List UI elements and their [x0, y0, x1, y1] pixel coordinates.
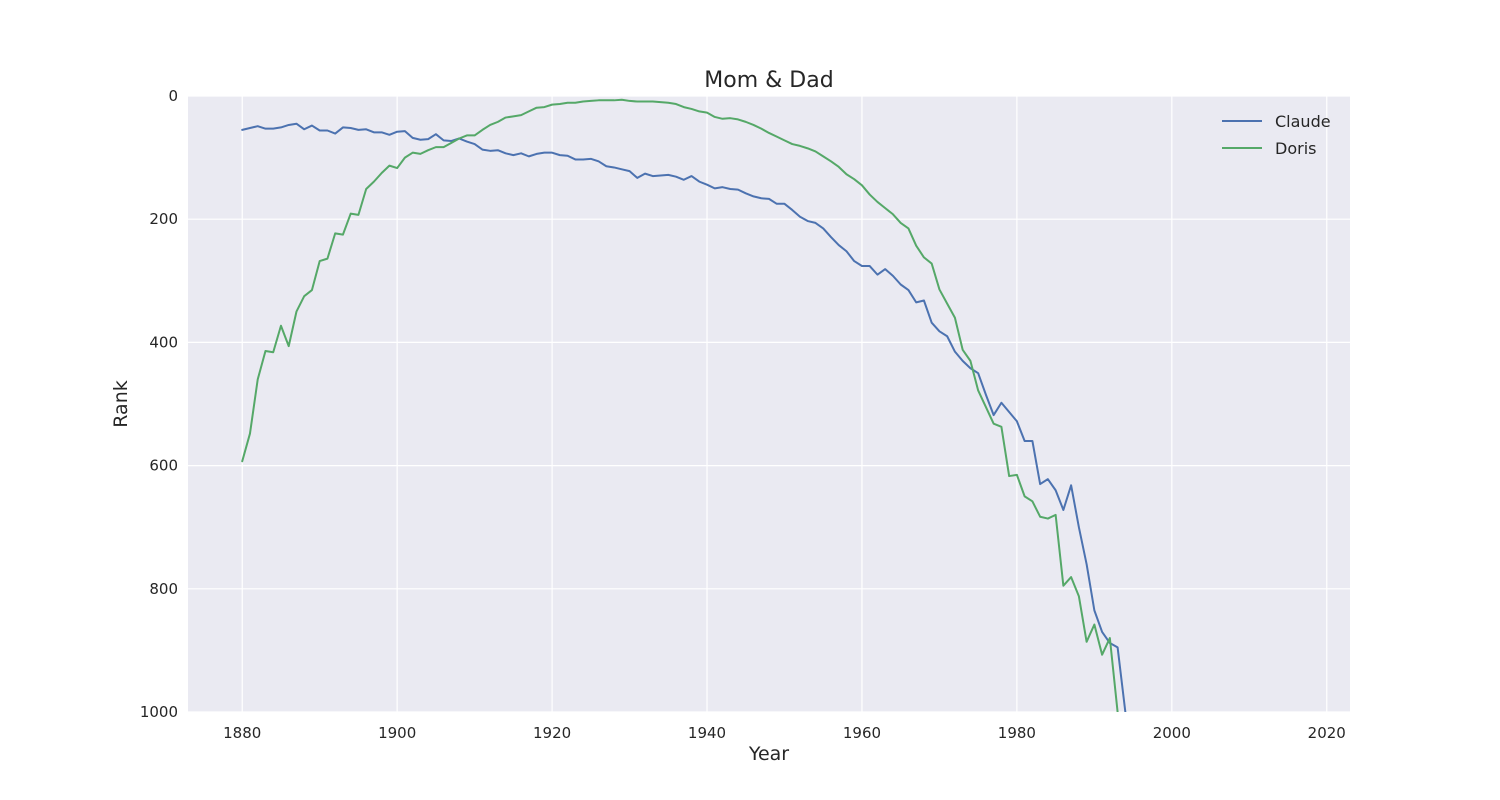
series-line-doris	[241, 98, 1119, 712]
series-line-claude	[241, 122, 1127, 712]
y-tick-label: 200	[149, 210, 178, 228]
plot-background	[188, 96, 1350, 712]
y-tick-label: 400	[149, 333, 178, 351]
x-tick-label: 2020	[1308, 724, 1346, 742]
x-tick-label: 1880	[223, 724, 261, 742]
series-layer	[241, 98, 1127, 712]
legend: Claude Doris	[1222, 112, 1331, 158]
legend-label-claude: Claude	[1275, 112, 1331, 131]
x-tick-label: 1940	[688, 724, 726, 742]
grid-lines	[188, 95, 1350, 713]
x-axis-ticks: 1880 1900 1920 1940 1960 1980 2000 2020	[223, 724, 1346, 742]
x-tick-label: 1920	[533, 724, 571, 742]
y-tick-label: 0	[168, 87, 178, 105]
y-axis-label: Rank	[110, 380, 132, 427]
chart-title: Mom & Dad	[704, 68, 833, 93]
y-tick-label: 1000	[140, 703, 178, 721]
y-axis-ticks: 0 200 400 600 800 1000	[140, 87, 178, 721]
legend-label-doris: Doris	[1275, 139, 1316, 158]
x-tick-label: 1980	[998, 724, 1036, 742]
x-axis-label: Year	[748, 743, 789, 765]
x-tick-label: 2000	[1153, 724, 1191, 742]
x-tick-label: 1900	[378, 724, 416, 742]
x-tick-label: 1960	[843, 724, 881, 742]
y-tick-label: 600	[149, 457, 178, 475]
y-tick-label: 800	[149, 580, 178, 598]
